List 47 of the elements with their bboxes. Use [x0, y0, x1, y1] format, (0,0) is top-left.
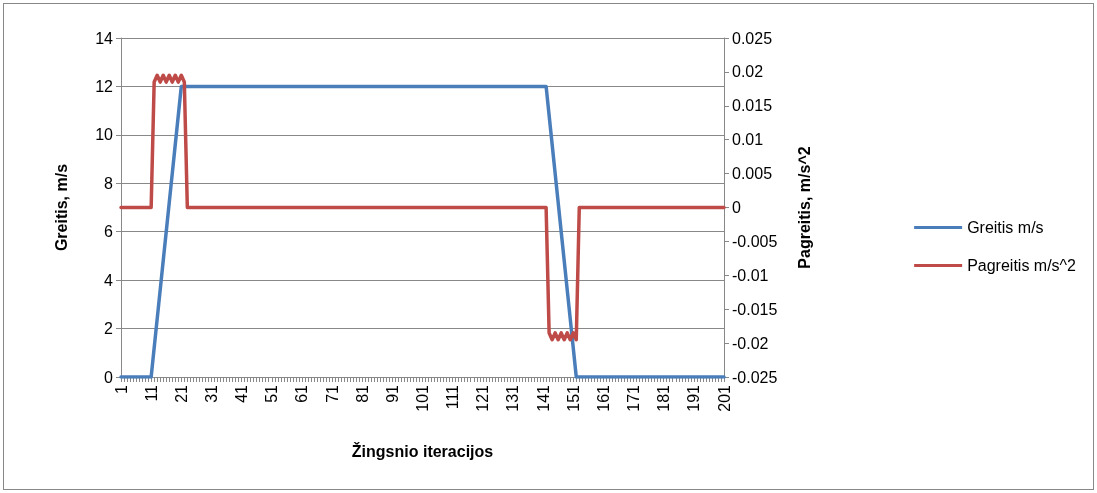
y2-tick-label: 0.01 [732, 131, 764, 149]
y2-tick-label: 0.005 [732, 165, 773, 183]
x-tick-label: 81 [353, 384, 371, 403]
x-tick-label: 31 [202, 384, 220, 403]
y-tick-label: 6 [104, 223, 114, 241]
y2-tick-label: 0.025 [732, 29, 773, 47]
x-tick-label: 71 [323, 384, 341, 403]
x-tick-label: 121 [474, 384, 492, 412]
x-tick-label: 201 [715, 384, 733, 412]
x-tick-label: 111 [444, 384, 462, 410]
y2-tick-label: 0 [732, 199, 741, 216]
y2-tick-label: -0.02 [732, 334, 769, 352]
line-series [119, 73, 726, 342]
x-tick-label: 191 [685, 384, 703, 412]
y-tick-label: 4 [104, 271, 114, 289]
x-tick-label: 171 [625, 384, 643, 412]
y-tick-label: 12 [95, 77, 114, 95]
x-tick-label: 41 [233, 384, 251, 403]
y2-tick-label: -0.01 [732, 266, 769, 284]
x-tick-label: 131 [504, 384, 522, 412]
x-axis-title: Žingsnio iteracijos [351, 441, 494, 460]
y-tick-label: 0 [104, 368, 114, 386]
x-tick-label: 161 [594, 384, 612, 412]
y-tick-label: 2 [104, 320, 114, 338]
x-tick-label: 91 [383, 384, 401, 403]
y-tick-label: 14 [95, 29, 114, 47]
x-tick-label: 1 [112, 384, 130, 394]
x-tick-label: 51 [263, 384, 281, 403]
y2-tick-label: -0.025 [732, 368, 778, 386]
x-tick-label: 141 [534, 384, 552, 412]
x-tick-label: 101 [414, 384, 431, 412]
x-tick-label: 11 [142, 384, 160, 402]
y2-axis-title: Pagreitis, m/s^2 [795, 146, 813, 269]
x-tick-label: 181 [655, 384, 673, 412]
y-tick-label: 10 [95, 126, 114, 144]
legend-label: Pagreitis m/s^2 [967, 257, 1077, 274]
line-series [119, 84, 726, 379]
y2-tick-label: -0.015 [732, 300, 778, 318]
legend-label: Greitis m/s [967, 219, 1044, 236]
x-tick-label: 21 [172, 384, 190, 403]
x-tick-label: 151 [564, 384, 582, 412]
y2-tick-label: 0.015 [732, 97, 773, 115]
y2-tick-label: 0.02 [732, 63, 764, 81]
y2-tick-label: -0.005 [732, 232, 778, 250]
x-tick-label: 61 [293, 384, 311, 403]
y-axis-title: Greitis, m/s [52, 163, 70, 252]
y-tick-label: 8 [104, 174, 114, 192]
